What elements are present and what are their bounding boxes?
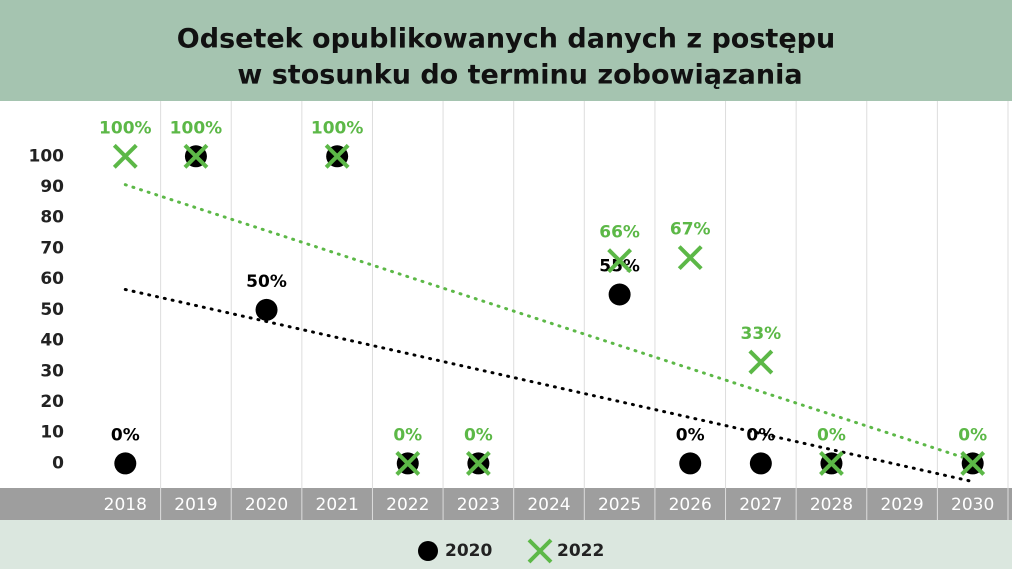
title-band (0, 0, 1012, 101)
point (960, 451, 986, 476)
data-label: 0% (464, 425, 493, 445)
data-label: 100% (99, 118, 152, 138)
x-tick-label: 2024 (527, 495, 570, 515)
chart-title: w stosunku do terminu zobowiązania (237, 60, 802, 91)
x-tick-label: 2030 (951, 495, 994, 515)
x-axis-band (0, 488, 1012, 520)
data-label: 33% (740, 324, 781, 344)
x-tick-label: 2019 (174, 495, 217, 515)
point (748, 349, 774, 375)
data-label: 50% (246, 272, 287, 292)
point (324, 143, 350, 169)
legend-marker (527, 538, 553, 564)
legend-label: 2020 (445, 541, 492, 561)
point (819, 451, 844, 476)
data-label: 67% (670, 220, 711, 240)
point (255, 298, 278, 321)
point (112, 143, 138, 169)
x-tick-label: 2029 (880, 495, 923, 515)
data-label: 100% (170, 118, 223, 138)
data-label: 0% (393, 425, 422, 445)
point (749, 452, 772, 475)
y-tick-label: 100 (29, 146, 65, 166)
y-tick-label: 90 (40, 177, 64, 197)
point (607, 248, 633, 274)
x-tick-label: 2021 (316, 495, 359, 515)
y-tick-label: 20 (40, 392, 64, 412)
x-tick-label: 2023 (457, 495, 500, 515)
data-label: 0% (676, 425, 705, 445)
y-tick-label: 80 (40, 208, 64, 228)
trendline (123, 288, 975, 484)
point (608, 283, 631, 306)
x-tick-label: 2028 (810, 495, 853, 515)
data-label: 0% (958, 425, 987, 445)
y-tick-label: 10 (40, 423, 64, 443)
y-tick-label: 60 (40, 269, 64, 289)
x-tick-label: 2022 (386, 495, 429, 515)
x-tick-label: 2026 (669, 495, 712, 515)
y-tick-label: 50 (40, 300, 64, 320)
y-tick-label: 0 (52, 453, 64, 473)
data-label: 100% (311, 118, 364, 138)
legend-marker (418, 541, 438, 561)
point (679, 452, 702, 475)
y-tick-label: 30 (40, 361, 64, 381)
y-tick-label: 70 (40, 238, 64, 258)
data-label: 0% (746, 425, 775, 445)
x-tick-label: 2018 (104, 495, 147, 515)
data-label: 66% (599, 223, 640, 243)
point (183, 143, 209, 169)
data-label: 0% (817, 425, 846, 445)
data-label: 0% (111, 425, 140, 445)
x-tick-label: 2025 (598, 495, 641, 515)
y-tick-label: 40 (40, 331, 64, 351)
point (677, 245, 703, 271)
x-tick-label: 2020 (245, 495, 288, 515)
chart-title: Odsetek opublikowanych danych z postępu (177, 24, 835, 55)
x-tick-label: 2027 (739, 495, 782, 515)
legend-band (0, 520, 1012, 569)
legend-label: 2022 (557, 541, 604, 561)
point (114, 452, 137, 475)
point (395, 451, 421, 476)
point (465, 451, 491, 476)
trendline (123, 183, 975, 463)
